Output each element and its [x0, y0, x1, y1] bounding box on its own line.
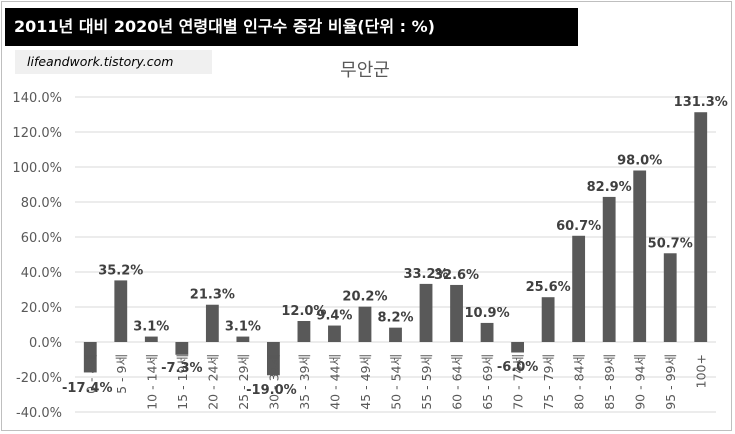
x-tick-label: 30 - 34세	[266, 354, 281, 410]
x-tick-label: 5 - 9세	[114, 354, 129, 394]
y-tick-label: -40.0%	[16, 406, 62, 421]
y-tick-label: 100.0%	[12, 161, 62, 176]
x-tick-label: 15 - 19세	[175, 354, 190, 410]
data-label: -17.4%	[62, 381, 113, 396]
data-label: -19.0%	[246, 383, 297, 398]
y-axis-ticks: -40.0% -20.0% 0.0% 20.0% 40.0% 60.0% 80.0% 100.…	[12, 91, 62, 421]
y-tick-label: 80.0%	[21, 196, 62, 211]
bar	[114, 280, 128, 342]
y-tick-label: 60.0%	[21, 231, 62, 246]
data-label: 82.9%	[587, 180, 632, 195]
data-label: -6.0%	[497, 360, 538, 375]
bar	[83, 342, 97, 373]
x-tick-label: 20 - 24세	[205, 354, 220, 410]
y-tick-label: 0.0%	[29, 336, 62, 351]
data-label: 25.6%	[526, 280, 571, 295]
data-label: 131.3%	[674, 95, 728, 110]
data-label: 9.4%	[316, 309, 352, 324]
x-tick-label: 90 - 94세	[633, 354, 648, 410]
bar	[572, 235, 586, 342]
bar	[419, 283, 433, 342]
bar	[389, 327, 402, 342]
data-label: 32.6%	[434, 268, 479, 283]
y-tick-label: 40.0%	[21, 266, 62, 281]
data-label: 50.7%	[648, 236, 693, 251]
bar	[266, 342, 280, 376]
bar	[236, 336, 250, 342]
bar	[144, 336, 158, 342]
data-label: 3.1%	[225, 320, 261, 335]
data-label: 35.2%	[98, 263, 143, 278]
chart-title: 무안군	[340, 60, 390, 81]
data-label: 21.3%	[190, 288, 235, 303]
x-tick-label: 50 - 54세	[389, 354, 404, 410]
bar	[541, 297, 555, 342]
bars	[83, 112, 708, 376]
data-label: 98.0%	[617, 154, 662, 169]
bar	[358, 306, 372, 342]
x-tick-label: 85 - 89세	[602, 354, 617, 410]
data-label: 33.2%	[403, 267, 448, 282]
x-tick-label: 55 - 59세	[419, 354, 434, 410]
x-tick-label: 35 - 39세	[297, 354, 312, 410]
y-tick-label: -20.0%	[16, 371, 62, 386]
x-tick-label: 25 - 29세	[236, 354, 251, 410]
y-tick-label: 20.0%	[21, 301, 62, 316]
bar	[480, 322, 494, 342]
bar	[511, 342, 525, 353]
bar	[450, 284, 463, 342]
data-label: 3.1%	[133, 320, 169, 335]
bar	[663, 253, 677, 342]
x-tick-label: 95 - 99세	[663, 354, 678, 410]
bar	[328, 325, 341, 342]
data-labels: -17.4% 35.2% 3.1% -7.3% 21.3% 3.1% -19.0% 12.0%…	[62, 95, 728, 398]
bar	[633, 170, 647, 342]
y-tick-label: 120.0%	[12, 126, 62, 141]
data-label: 60.7%	[556, 219, 601, 234]
x-tick-label: 100+	[694, 354, 709, 388]
data-label: 8.2%	[377, 311, 413, 326]
bar	[175, 342, 189, 355]
data-label: 10.9%	[465, 306, 510, 321]
x-tick-label: 10 - 14세	[144, 354, 159, 410]
x-axis-ticks: 0 - 4세 5 - 9세 10 - 14세 15 - 19세 20 - 24세 25 -…	[83, 354, 708, 410]
x-tick-label: 0 - 4세	[83, 354, 98, 394]
x-tick-label: 80 - 84세	[572, 354, 587, 410]
data-label: 12.0%	[281, 304, 326, 319]
bar	[205, 304, 219, 342]
x-tick-label: 65 - 69세	[480, 354, 495, 410]
data-label: -7.3%	[161, 361, 202, 376]
bar	[602, 196, 616, 342]
bar	[694, 112, 708, 342]
source-label: lifeandwork.tistory.com	[15, 50, 212, 74]
y-tick-label: 140.0%	[12, 91, 62, 106]
x-tick-label: 60 - 64세	[450, 354, 465, 410]
x-tick-label: 70 - 74세	[511, 354, 526, 410]
bar	[297, 321, 311, 342]
x-tick-label: 40 - 44세	[327, 354, 342, 410]
x-tick-label: 75 - 79세	[541, 354, 556, 410]
data-label: 20.2%	[342, 290, 387, 305]
x-tick-label: 45 - 49세	[358, 354, 373, 410]
page-title: 2011년 대비 2020년 연령대별 인구수 증감 비율(단위 : %)	[5, 8, 578, 46]
